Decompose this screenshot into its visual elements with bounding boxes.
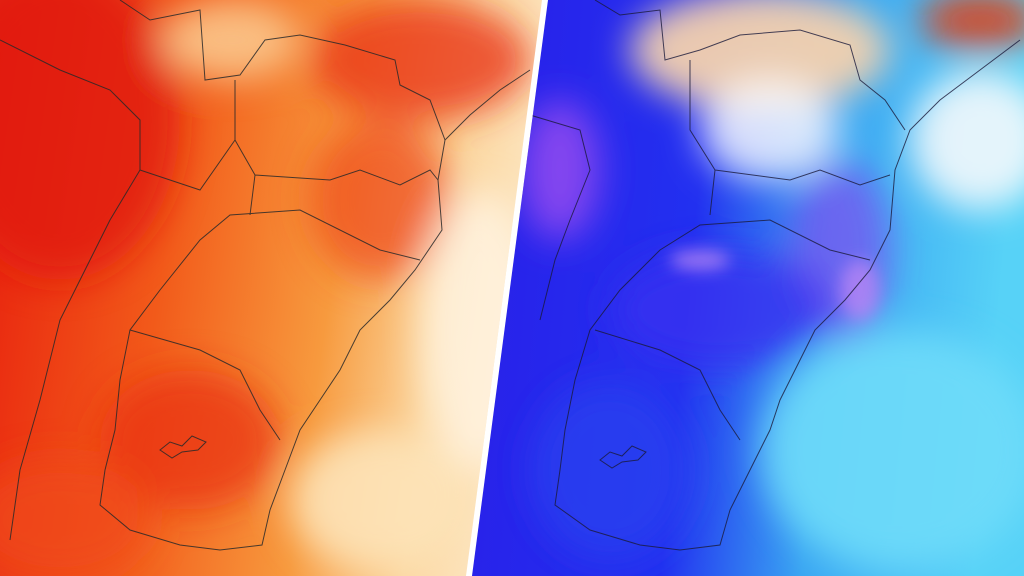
cold-panel — [472, 0, 1024, 576]
warm-panel — [0, 0, 542, 576]
divider — [466, 0, 548, 576]
coastline-borders — [0, 0, 531, 551]
coastline-borders — [529, 0, 1021, 551]
